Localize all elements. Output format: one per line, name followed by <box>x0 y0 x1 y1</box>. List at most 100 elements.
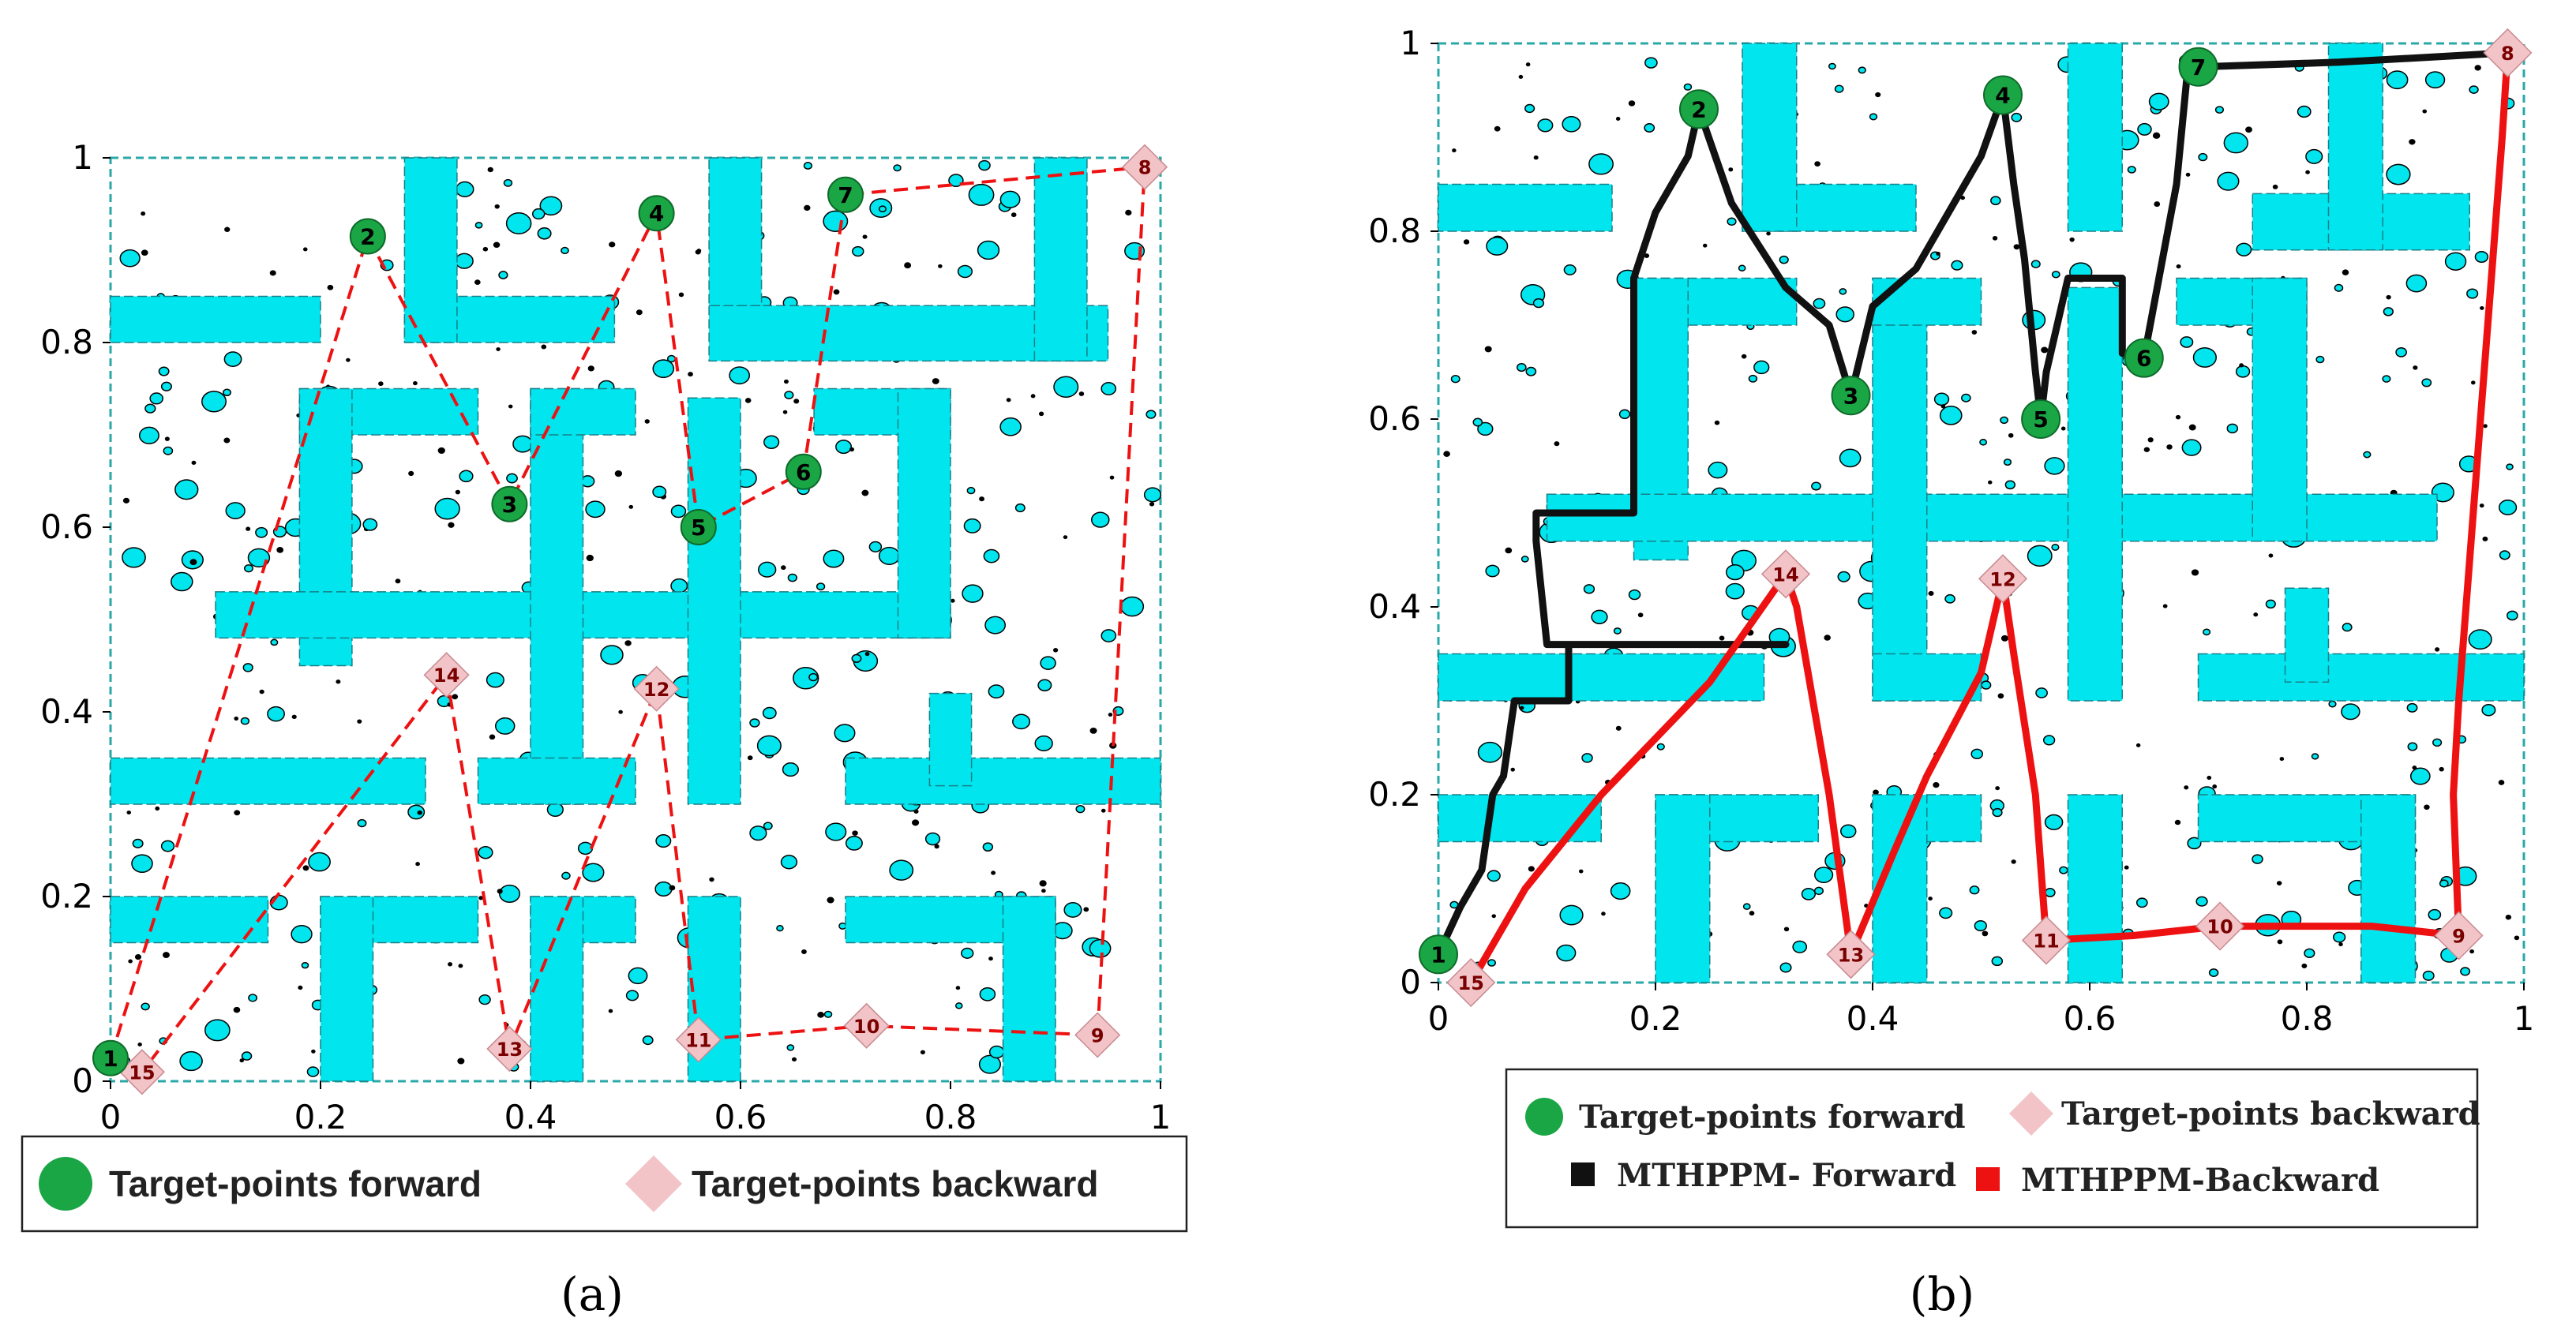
backward-point-label: 13 <box>1838 944 1864 966</box>
obstacle-dot <box>1727 217 1737 226</box>
x-tick-label: 1 <box>2514 999 2535 1038</box>
obstacle-dot <box>2272 184 2278 189</box>
obstacle-dot <box>1562 115 1581 133</box>
obstacle-dot <box>537 226 552 240</box>
obstacle-dot <box>2152 132 2161 139</box>
obstacle-dot <box>636 309 643 316</box>
obstacle-dot <box>2044 887 2056 897</box>
backward-target-point: 9 <box>2434 911 2484 960</box>
obstacle-dot <box>503 178 513 187</box>
obstacle-dot <box>642 1035 654 1046</box>
obstacle-dot <box>1951 260 1963 271</box>
obstacle-dot <box>2499 550 2510 560</box>
backward-point-label: 10 <box>853 1016 879 1038</box>
forward-target-point: 1 <box>92 1039 129 1076</box>
green-circle-icon <box>349 218 386 255</box>
legend: Target-points forward Target-points backw… <box>1505 1068 2480 1229</box>
obstacle-dot <box>1714 420 1720 425</box>
obstacle-dot <box>1974 920 1987 932</box>
obstacle-dot <box>984 616 1006 635</box>
obstacle-dot <box>415 862 420 867</box>
obstacle-dot <box>149 392 164 405</box>
obstacle-dot <box>1601 912 1606 916</box>
obstacle-dot <box>162 952 170 958</box>
obstacle-dot <box>825 822 847 841</box>
obstacle-dot <box>561 871 571 880</box>
obstacle-dot <box>2044 457 2065 475</box>
legend-label: Target-points forward <box>1579 1099 1966 1136</box>
obstacle-dot <box>988 957 993 961</box>
obstacle-dot <box>141 212 146 216</box>
obstacle-dot <box>1516 363 1527 373</box>
obstacle-dot <box>2041 346 2049 354</box>
obstacle-dot <box>2236 242 2252 256</box>
green-circle-icon <box>2021 399 2061 439</box>
legend-label: Target-points backward <box>2061 1095 2480 1132</box>
obstacle-dot <box>2166 444 2173 450</box>
obstacle-dot <box>2208 968 2219 977</box>
obstacle-dot <box>878 546 900 565</box>
obstacle-dot <box>781 565 786 571</box>
legend: Target-points forward Target-points backw… <box>21 1135 1188 1233</box>
obstacle-dot <box>868 541 883 552</box>
obstacle-dot <box>782 762 799 777</box>
x-tick-label: 0.6 <box>2064 999 2117 1038</box>
obstacle-dot <box>609 241 616 248</box>
obstacle-dot <box>2135 897 2148 908</box>
obstacle-dot <box>1801 888 1817 900</box>
obstacle-dot <box>134 953 142 960</box>
backward-target-point: 11 <box>2021 915 2072 965</box>
obstacle-dot <box>835 440 853 455</box>
obstacle-dot <box>1039 880 1047 887</box>
obstacle-dot <box>2044 814 2064 830</box>
obstacle-dot <box>961 947 974 959</box>
obstacle-dot <box>1452 148 1457 153</box>
obstacle-dot <box>1533 155 1539 160</box>
obstacle-dot <box>2027 545 2053 567</box>
obstacle-dot <box>1813 298 1826 309</box>
obstacle-dot <box>1518 74 1524 79</box>
obstacle-dot <box>1683 83 1693 91</box>
obstacle-dot <box>816 582 826 591</box>
obstacle-dot <box>1940 404 1946 409</box>
panel-caption: (b) <box>1910 1267 1974 1321</box>
obstacle-dot <box>776 925 784 932</box>
obstacle-dot <box>823 210 849 232</box>
obstacle-dot <box>1939 406 1963 425</box>
obstacle-dot <box>655 833 672 848</box>
green-circle-icon <box>491 485 528 522</box>
obstacle-dot <box>2188 424 2196 431</box>
obstacle-dot <box>2382 375 2391 383</box>
obstacle-dot <box>1858 66 1866 74</box>
obstacle-dot <box>455 489 461 495</box>
obstacle-dot <box>1970 748 1983 760</box>
obstacle-dot <box>2175 414 2181 420</box>
obstacle-dot <box>889 859 914 881</box>
obstacle-dot <box>852 245 864 257</box>
obstacle-dot <box>2181 439 2202 456</box>
mthppm-forward-path <box>1434 49 2511 958</box>
backward-target-point: 11 <box>675 1016 722 1063</box>
obstacle-dot <box>1839 288 1847 295</box>
obstacle-dot <box>171 571 193 592</box>
obstacle-dot <box>506 473 518 484</box>
obstacle-dot <box>437 447 445 455</box>
obstacle-dot <box>1997 693 2004 699</box>
obstacle-dot <box>246 526 251 531</box>
obstacle-dot <box>1928 590 1934 597</box>
obstacle-dot <box>493 241 501 249</box>
x-tick-label: 0.8 <box>924 1098 977 1136</box>
axes: 0 0.2 0.4 0.6 0.8 100.20.40.60.81 <box>1368 24 2534 1038</box>
obstacle-dot <box>2268 553 2274 558</box>
obstacle-dot <box>1995 786 2000 791</box>
obstacle-dot <box>2395 346 2407 358</box>
obstacle-dot <box>204 1019 231 1042</box>
pink-diamond-icon <box>1074 1012 1121 1058</box>
obstacle-dot <box>749 825 767 841</box>
y-tick-label: 0.2 <box>40 877 93 915</box>
obstacle-block <box>530 387 584 805</box>
obstacle-dot <box>608 1009 613 1013</box>
obstacle-dot <box>1928 897 1933 901</box>
obstacle-dot <box>988 1045 1005 1059</box>
obstacle-dot <box>561 246 569 255</box>
